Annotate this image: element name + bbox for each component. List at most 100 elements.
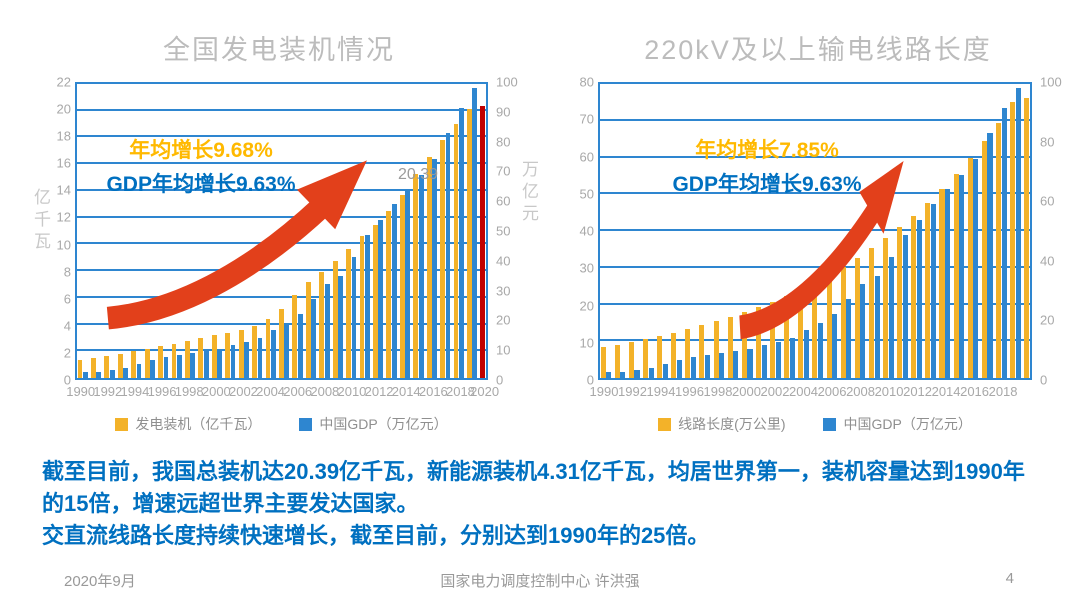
legend-item-lines: 线路长度(万公里) <box>658 414 785 434</box>
x-tick-label: 1992 <box>618 384 647 399</box>
bar <box>846 298 852 378</box>
bar <box>902 234 908 378</box>
legend: 发电装机（亿千瓦） 中国GDP（万亿元） <box>75 414 488 434</box>
bar <box>198 338 204 378</box>
bar <box>324 284 330 378</box>
axis-tick-label: 8 <box>63 264 71 280</box>
bar <box>238 330 244 378</box>
bar <box>634 370 640 378</box>
bar <box>945 188 951 378</box>
axis-tick-label: 14 <box>56 182 71 198</box>
bar <box>96 371 102 378</box>
bar <box>279 308 284 378</box>
right-axis-ticks: 0 20 40 60 80 100 <box>1036 75 1070 388</box>
bar <box>761 345 767 378</box>
bar <box>606 372 612 378</box>
x-tick-label: 2010 <box>337 384 367 399</box>
axis-tick-label: 80 <box>496 134 511 150</box>
bar <box>257 337 263 378</box>
axis-tick-label: 12 <box>56 209 71 225</box>
bar <box>163 356 169 378</box>
bar <box>690 356 697 378</box>
axis-tick-label: 60 <box>496 193 511 209</box>
bar <box>755 307 761 378</box>
bar <box>211 335 217 378</box>
gridline <box>77 108 486 111</box>
x-axis-labels: 1990 1992 1994 1996 1998 2000 2002 2004 2006 2008… <box>590 384 1032 400</box>
bar <box>1015 87 1021 378</box>
bar <box>832 313 838 378</box>
bar <box>874 275 880 378</box>
capacity-growth-annotation: 年均增长9.68% <box>129 139 273 162</box>
bar <box>203 351 209 378</box>
axis-tick-label: 50 <box>496 223 511 239</box>
bar <box>405 188 411 378</box>
x-tick-label: 2008 <box>846 384 875 399</box>
bar <box>916 219 922 378</box>
bar <box>705 354 711 378</box>
bar <box>292 294 298 378</box>
bar <box>897 227 903 378</box>
x-tick-label: 2006 <box>817 384 847 399</box>
bar <box>803 330 809 378</box>
chart-transmission-lines: 220kV及以上输电线路长度 0 10 20 30 40 50 60 70 80 0 20 40 60… <box>556 10 1080 456</box>
bar <box>252 325 257 378</box>
gridline <box>77 295 486 298</box>
axis-tick-label: 40 <box>496 253 511 269</box>
bar <box>747 348 753 378</box>
bar <box>284 322 290 378</box>
bar <box>467 109 472 378</box>
x-tick-label: 2006 <box>283 384 313 399</box>
gdp-growth-annotation: GDP年均增长9.63% <box>106 173 296 196</box>
summary-paragraph-capacity: 截至目前，我国总装机达20.39亿千瓦，新能源装机4.31亿千瓦，均居世界第一，… <box>42 459 1025 516</box>
bar <box>628 342 634 378</box>
axis-tick-label: 2 <box>63 345 71 361</box>
page-number: 4 <box>1005 570 1014 587</box>
gridline <box>600 265 1030 268</box>
bar <box>184 340 190 378</box>
legend-label: 线路长度(万公里) <box>678 416 786 432</box>
blue-swatch-icon <box>299 417 313 431</box>
axis-tick-label: 100 <box>496 74 518 90</box>
bar <box>685 329 691 378</box>
axis-tick-label: 20 <box>496 312 511 328</box>
axis-tick-label: 70 <box>579 111 594 127</box>
bar <box>373 225 378 378</box>
bar <box>953 174 959 378</box>
bar <box>217 348 223 378</box>
bar <box>727 317 733 378</box>
axis-tick-label: 0 <box>1040 372 1048 388</box>
bar <box>648 367 654 378</box>
bar <box>378 219 384 378</box>
x-axis-labels: 1990 1992 1994 1996 1998 2000 2002 2004 2006 2008… <box>66 384 499 400</box>
bar <box>1001 107 1007 378</box>
x-tick-label: 2018 <box>988 384 1018 399</box>
yellow-swatch-icon <box>658 417 672 431</box>
axis-tick-label: 10 <box>579 335 594 351</box>
growth-arrow-icon <box>739 161 904 340</box>
summary-paragraph-lines: 交直流线路长度持续快速增长，截至目前，分别达到1990年的25倍。 <box>42 523 710 548</box>
bar <box>131 351 137 378</box>
x-tick-label: 1996 <box>675 384 704 399</box>
left-axis-ticks: 0 10 20 30 40 50 60 70 80 <box>562 75 594 388</box>
x-tick-label: 2016 <box>960 384 990 399</box>
bar <box>770 301 776 378</box>
bar <box>840 266 846 378</box>
x-tick-label: 2016 <box>418 384 448 399</box>
x-tick-label: 2014 <box>391 384 421 399</box>
bar <box>453 124 459 378</box>
footer-author: 国家电力调度控制中心 许洪强 <box>440 573 640 590</box>
summary-text: 截至目前，我国总装机达20.39亿千瓦，新能源装机4.31亿千瓦，均居世界第一，… <box>42 456 1042 552</box>
bar <box>319 272 325 378</box>
axis-tick-label: 0 <box>586 372 594 388</box>
chart-installed-capacity: 全国发电装机情况 亿千瓦 万亿元 0 2 4 6 8 10 12 14 16 18 20 22 0 10… <box>18 10 540 456</box>
bar <box>190 352 196 378</box>
x-tick-label: 2002 <box>228 384 258 399</box>
bar <box>600 346 606 378</box>
gridline <box>600 229 1030 231</box>
axis-tick-label: 20 <box>579 298 594 313</box>
gridline <box>77 188 486 191</box>
axis-tick-label: 80 <box>579 74 594 90</box>
bar <box>868 248 874 378</box>
